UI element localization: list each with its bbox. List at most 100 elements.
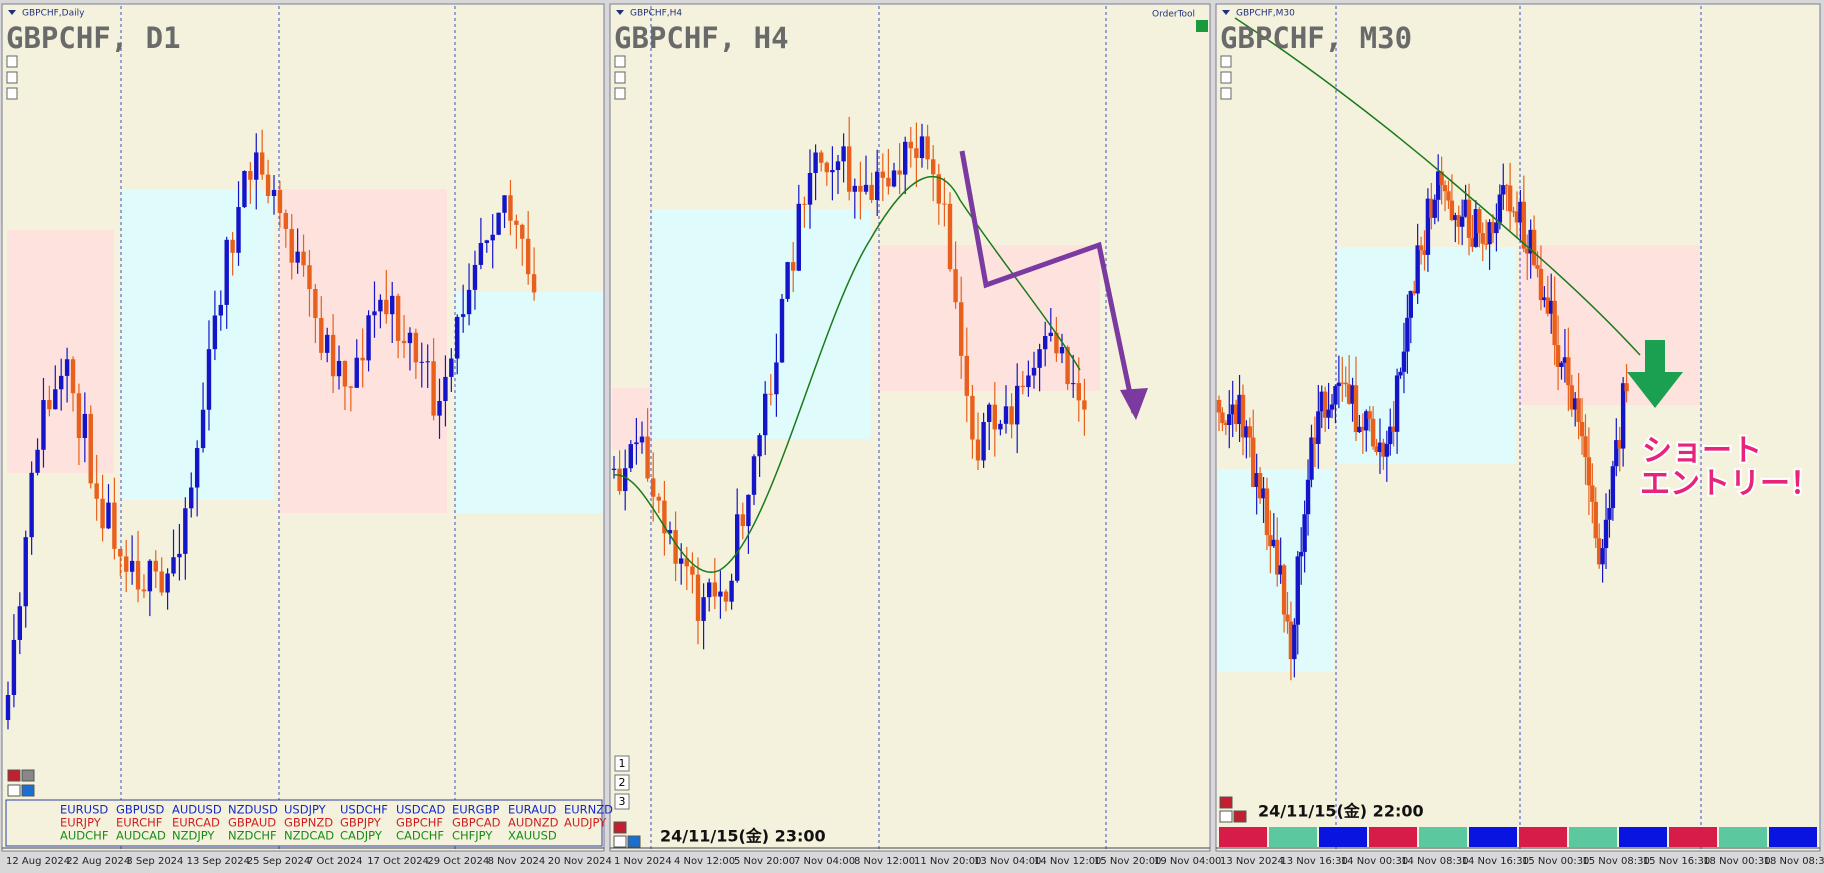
strength-bar: [1669, 827, 1717, 847]
symbol-button[interactable]: XAUUSD: [508, 829, 557, 843]
symbol-button[interactable]: EURCAD: [172, 816, 220, 830]
symbol-button[interactable]: USDJPY: [284, 803, 327, 817]
symbol-button[interactable]: AUDCHF: [60, 829, 108, 843]
symbol-button[interactable]: CADCHF: [396, 829, 444, 843]
scale-button[interactable]: [6, 71, 18, 84]
candle-body: [1322, 391, 1328, 418]
candle-body: [908, 141, 913, 149]
candle-body: [1364, 411, 1369, 431]
chart-button[interactable]: [614, 793, 630, 810]
candle-body: [41, 400, 46, 450]
symbol-button[interactable]: EURAUD: [508, 803, 556, 817]
scale-button[interactable]: [6, 87, 18, 100]
symbol-button[interactable]: AUDNZD: [508, 816, 559, 830]
candle-body: [1391, 426, 1396, 432]
candle-body: [1381, 442, 1386, 457]
candle-body: [472, 264, 478, 290]
time-label: 20 Nov 2024: [548, 856, 612, 867]
symbol-button[interactable]: NZDUSD: [228, 803, 278, 817]
symbol-button[interactable]: EURGBP: [452, 803, 499, 817]
time-label: 25 Sep 2024: [247, 856, 310, 867]
panel-caption: GBPCHF,M30: [1236, 9, 1295, 19]
candle-body: [1384, 444, 1390, 457]
symbol-button[interactable]: GBPUSD: [116, 803, 164, 817]
symbol-button[interactable]: EURUSD: [60, 803, 108, 817]
chart-button[interactable]: [614, 755, 630, 772]
scale-button[interactable]: [6, 55, 18, 68]
symbol-button[interactable]: NZDCAD: [284, 829, 334, 843]
symbol-button[interactable]: CADJPY: [340, 829, 383, 843]
candle-body: [847, 146, 852, 192]
symbol-button[interactable]: EURJPY: [60, 816, 102, 830]
candle-body: [1015, 385, 1020, 425]
symbol-button[interactable]: EURCHF: [116, 816, 162, 830]
scale-button[interactable]: [1220, 87, 1232, 100]
symbol-button[interactable]: NZDJPY: [172, 829, 215, 843]
symbol-button[interactable]: AUDCAD: [116, 829, 166, 843]
moving-average: [1234, 17, 1641, 356]
symbol-button[interactable]: CHFJPY: [452, 829, 493, 843]
candle-body: [802, 203, 807, 205]
candle-body: [1254, 473, 1259, 488]
window-button[interactable]: [627, 835, 641, 848]
window-button[interactable]: [613, 835, 627, 848]
symbol-button[interactable]: GBPCHF: [396, 816, 443, 830]
candle-body: [1531, 229, 1537, 266]
symbol-button[interactable]: AUDJPY: [564, 816, 607, 830]
candle-body: [1374, 446, 1379, 453]
time-label: 13 Nov 04:00: [974, 856, 1041, 867]
scale-button[interactable]: [1220, 55, 1232, 68]
symbol-button[interactable]: USDCAD: [396, 803, 445, 817]
candle-body: [1278, 565, 1283, 575]
symbol-button[interactable]: GBPJPY: [340, 816, 382, 830]
window-button[interactable]: [7, 769, 21, 782]
scale-button[interactable]: [614, 87, 626, 100]
scale-button[interactable]: [1220, 71, 1232, 84]
window-button[interactable]: [613, 821, 627, 834]
candle-body: [407, 332, 413, 344]
window-button[interactable]: [1219, 796, 1233, 809]
symbol-button[interactable]: GBPCAD: [452, 816, 501, 830]
window-button[interactable]: [1219, 810, 1233, 823]
scale-button[interactable]: [614, 71, 626, 84]
symbol-button[interactable]: EURNZD: [564, 803, 613, 817]
candle-body: [796, 203, 801, 271]
symbol-button[interactable]: AUDUSD: [172, 803, 222, 817]
symbol-button[interactable]: GBPNZD: [284, 816, 333, 830]
candle-body: [1247, 426, 1253, 438]
candle-body: [1346, 384, 1352, 404]
candle-body: [992, 404, 997, 430]
scale-button[interactable]: [614, 55, 626, 68]
symbol-button[interactable]: USDCHF: [340, 803, 388, 817]
candle-body: [283, 213, 289, 229]
candle-body: [807, 172, 813, 205]
candle-body: [959, 302, 964, 356]
chart-button[interactable]: [614, 774, 630, 791]
candle-body: [1562, 357, 1568, 363]
tool-icon[interactable]: [1196, 20, 1208, 32]
strength-bar: [1269, 827, 1317, 847]
candle-body: [124, 556, 129, 572]
candle-body: [520, 224, 525, 239]
candle-body: [1048, 332, 1053, 336]
window-button[interactable]: [21, 784, 35, 797]
window-button[interactable]: [21, 769, 35, 782]
candle-body: [1538, 268, 1544, 301]
symbol-button[interactable]: GBPAUD: [228, 816, 276, 830]
candle-body: [1233, 404, 1239, 425]
candle-body: [611, 468, 617, 470]
symbol-button[interactable]: NZDCHF: [228, 829, 277, 843]
candle-body: [1401, 351, 1407, 372]
candle-body: [1449, 200, 1455, 221]
candle-body: [53, 389, 58, 410]
window-button[interactable]: [1233, 810, 1247, 823]
time-label: 3 Sep 2024: [126, 856, 183, 867]
candle-body: [639, 436, 645, 443]
candle-body: [729, 580, 734, 602]
candle-body: [1230, 404, 1235, 415]
window-button[interactable]: [7, 784, 21, 797]
candle-body: [1305, 479, 1311, 515]
candle-body: [177, 553, 182, 558]
time-label: 11 Nov 20:00: [914, 856, 981, 867]
candle-body: [1620, 383, 1626, 449]
